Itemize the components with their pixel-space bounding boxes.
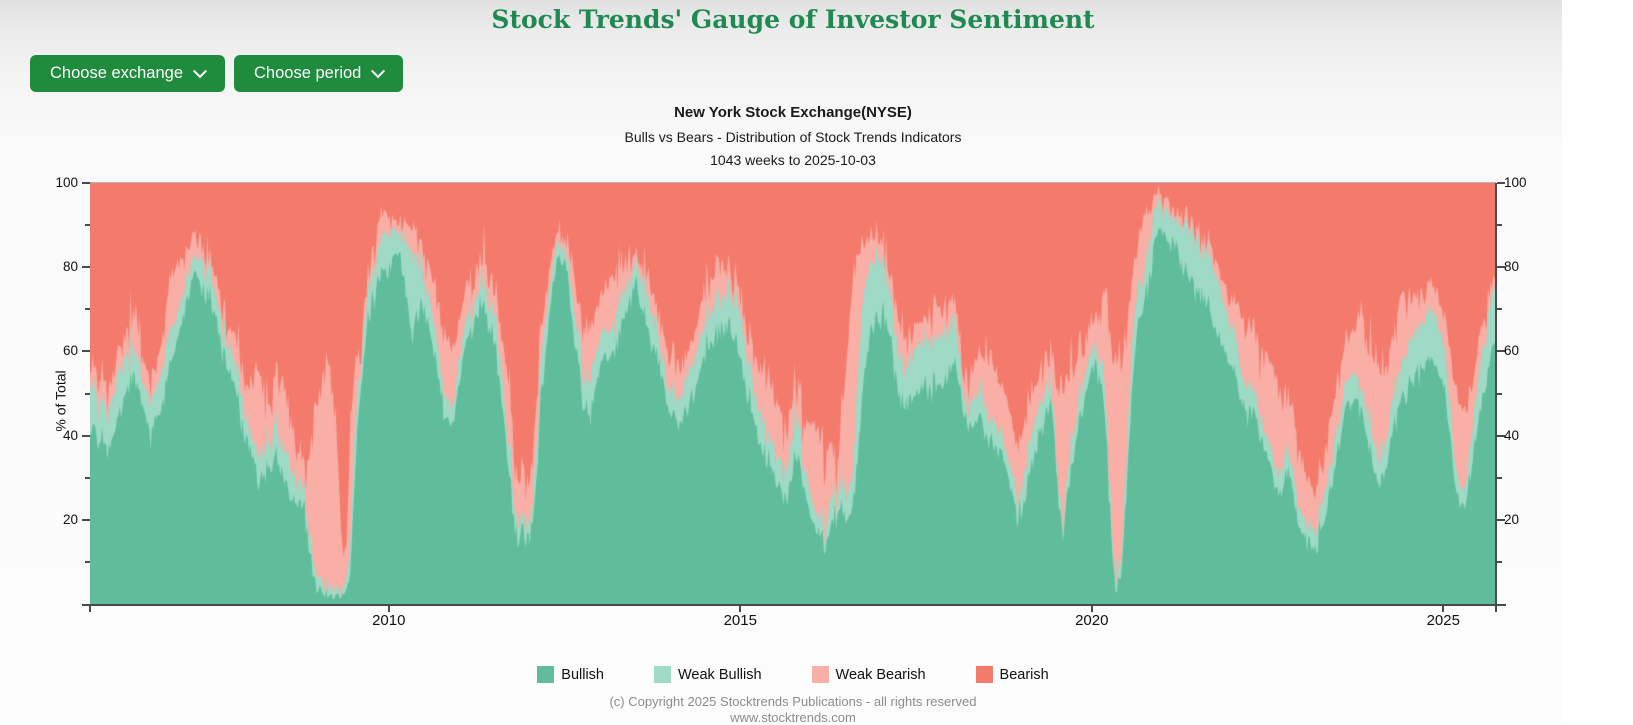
y-axis-minor-tick-right: [1497, 476, 1502, 479]
y-axis-tick-label-right: 100: [1504, 175, 1527, 190]
y-axis-tick-label-right: 40: [1504, 427, 1520, 443]
plot-top-border: [90, 182, 1496, 183]
y-axis-minor-tick-right: [1497, 392, 1502, 395]
legend-label: Weak Bearish: [835, 666, 926, 683]
y-axis-tick-label-left: 80: [62, 259, 78, 275]
x-axis-end-tick: [89, 604, 91, 612]
copyright-text: (c) Copyright 2025 Stocktrends Publicati…: [609, 694, 977, 709]
y-axis-major-tick-left: [82, 266, 90, 269]
x-axis-year-label: 2025: [1426, 612, 1460, 629]
legend-label: Bullish: [561, 666, 604, 683]
y-axis-tick-label-left: 60: [62, 343, 78, 359]
y-axis-major-tick-right: [1497, 182, 1505, 184]
chart-subtitle: Bulls vs Bears - Distribution of Stock T…: [624, 129, 962, 145]
website-text: www.stocktrends.com: [730, 710, 856, 725]
y-axis-minor-tick-left: [85, 392, 90, 395]
y-axis-major-tick-left: [82, 182, 90, 184]
legend-item-weak-bullish: Weak Bullish: [654, 666, 762, 683]
legend-swatch-icon: [537, 666, 555, 683]
page-background: Stock Trends' Gauge of Investor Sentimen…: [0, 0, 1562, 725]
y-axis-minor-tick-right: [1497, 224, 1502, 227]
plot-area: [90, 183, 1496, 604]
page-title: Stock Trends' Gauge of Investor Sentimen…: [491, 5, 1095, 34]
x-axis-year-tick: [1442, 604, 1445, 612]
y-axis-tick-label-left: 20: [62, 511, 78, 527]
y-axis-tick-label-right: 80: [1504, 259, 1520, 275]
x-axis-year-tick: [1090, 604, 1093, 612]
legend-swatch-icon: [811, 666, 829, 683]
x-axis-line: [82, 604, 1506, 606]
y-axis-tick-label-left: 40: [62, 427, 78, 443]
y-axis-minor-tick-left: [85, 476, 90, 479]
toolbar: Choose exchange Choose period: [30, 55, 404, 92]
x-axis-year-tick: [739, 604, 742, 612]
y-axis-minor-tick-left: [85, 224, 90, 227]
legend-label: Weak Bullish: [678, 666, 762, 683]
legend-swatch-icon: [975, 666, 993, 683]
y-axis-tick-label-left: 100: [55, 175, 78, 190]
chart-legend: Bullish Weak Bullish Weak Bearish Bearish: [90, 666, 1496, 683]
chevron-down-icon: [192, 63, 208, 78]
choose-period-button[interactable]: Choose period: [234, 55, 404, 92]
y-axis-tick-label-right: 60: [1504, 343, 1520, 359]
choose-exchange-button[interactable]: Choose exchange: [30, 55, 226, 92]
x-axis-year-label: 2010: [372, 612, 406, 629]
chart-period-line: 1043 weeks to 2025-10-03: [710, 152, 876, 168]
x-axis-year-label: 2015: [723, 612, 757, 629]
legend-item-bearish: Bearish: [975, 666, 1049, 683]
y-axis-major-tick-right: [1497, 350, 1505, 353]
y-axis-major-tick-right: [1497, 266, 1505, 269]
legend-item-bullish: Bullish: [537, 666, 604, 683]
y-axis-major-tick-left: [82, 518, 90, 521]
x-axis-end-tick: [1495, 604, 1497, 612]
y-axis-major-tick-right: [1497, 518, 1505, 521]
x-axis-year-tick: [387, 604, 390, 612]
chart-title: New York Stock Exchange(NYSE): [674, 104, 912, 121]
legend-swatch-icon: [654, 666, 671, 683]
y-axis-major-tick-right: [1497, 434, 1505, 437]
y-axis-tick-label-right: 20: [1504, 511, 1520, 527]
legend-item-weak-bearish: Weak Bearish: [811, 666, 926, 683]
choose-period-label: Choose period: [254, 64, 362, 82]
legend-label: Bearish: [999, 666, 1049, 683]
y-axis-major-tick-left: [82, 350, 90, 353]
y-axis-title: % of Total: [52, 370, 69, 432]
y-axis-minor-tick-right: [1497, 308, 1502, 311]
y-axis-minor-tick-left: [85, 308, 90, 311]
right-y-axis-line: [1495, 183, 1497, 606]
choose-exchange-label: Choose exchange: [50, 64, 184, 82]
sentiment-area-chart[interactable]: [90, 183, 1496, 604]
chevron-down-icon: [371, 63, 386, 78]
y-axis-major-tick-left: [82, 434, 90, 437]
x-axis-year-label: 2020: [1075, 612, 1109, 629]
y-axis-minor-tick-left: [85, 560, 90, 563]
y-axis-minor-tick-right: [1497, 560, 1502, 563]
